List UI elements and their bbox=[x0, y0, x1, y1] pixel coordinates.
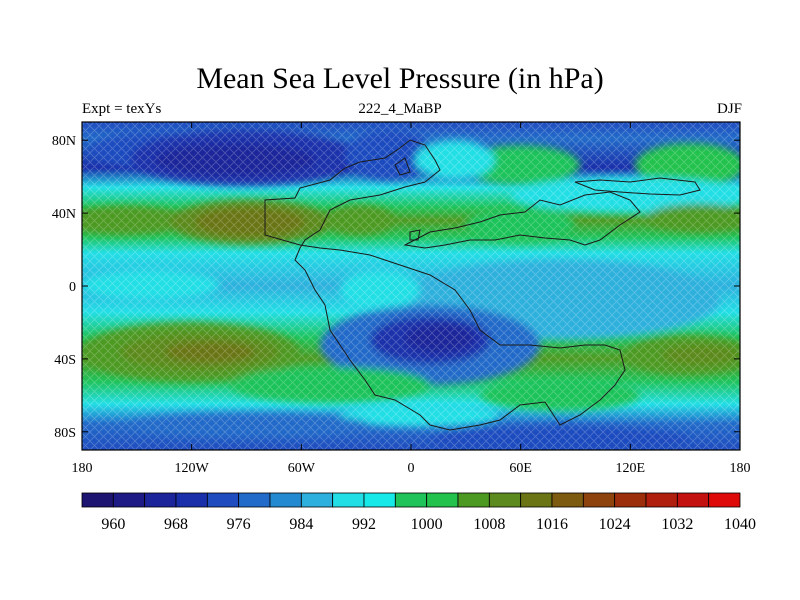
lon-tick-label: 120W bbox=[175, 461, 210, 476]
colorbar-swatch bbox=[112, 492, 146, 508]
colorbar-swatch bbox=[332, 492, 365, 508]
colorbar-swatch bbox=[238, 492, 271, 508]
colorbar-label: 968 bbox=[164, 516, 188, 533]
colorbar-label: 1032 bbox=[661, 516, 693, 533]
colorbar-swatch bbox=[551, 492, 584, 508]
lat-tick-label: 40N bbox=[52, 207, 76, 222]
latitude-axis: 80N 40N 0 40S 80S bbox=[52, 134, 740, 441]
colorbar-swatch bbox=[426, 492, 459, 508]
lon-tick-label: 180 bbox=[72, 461, 93, 476]
coastlines bbox=[264, 139, 701, 431]
colorbar-label: 976 bbox=[227, 516, 251, 533]
lon-tick-label: 120E bbox=[616, 461, 646, 476]
pressure-field bbox=[82, 122, 740, 450]
lat-tick-label: 40S bbox=[54, 353, 76, 368]
colorbar-swatch bbox=[144, 492, 177, 508]
plot-title: Mean Sea Level Pressure (in hPa) bbox=[196, 62, 604, 95]
lon-tick-label: 60E bbox=[509, 461, 532, 476]
colorbar-swatch bbox=[300, 492, 334, 508]
lat-tick-label: 0 bbox=[69, 280, 76, 295]
colorbar-swatch bbox=[269, 492, 302, 508]
colorbar-swatch bbox=[363, 492, 396, 508]
lat-tick-label: 80N bbox=[52, 134, 76, 149]
colorbar-label: 992 bbox=[352, 516, 376, 533]
colorbar-swatch bbox=[708, 492, 741, 508]
experiment-label: Expt = texYs bbox=[82, 101, 162, 117]
lon-tick-label: 0 bbox=[408, 461, 415, 476]
colorbar-swatch bbox=[175, 492, 208, 508]
lon-tick-label: 180 bbox=[730, 461, 751, 476]
colorbar-swatch bbox=[394, 492, 428, 508]
season-label: DJF bbox=[716, 101, 742, 117]
lat-tick-label: 80S bbox=[54, 426, 76, 441]
longitude-axis: 180 120W 60W 0 60E 120E 180 bbox=[72, 122, 751, 476]
colorbar-label: 960 bbox=[101, 516, 125, 533]
colorbar-swatch bbox=[582, 492, 616, 508]
lon-tick-label: 60W bbox=[288, 461, 316, 476]
colorbar-swatch bbox=[520, 492, 553, 508]
colorbar-swatch bbox=[676, 492, 710, 508]
colorbar: 960 968 976 984 992 1000 1008 1016 1024 1032 1040 bbox=[81, 492, 756, 533]
colorbar-swatch bbox=[488, 492, 522, 508]
colorbar-swatch bbox=[614, 492, 647, 508]
colorbar-label: 1016 bbox=[536, 516, 568, 533]
colorbar-label: 1000 bbox=[411, 516, 443, 533]
colorbar-label: 1040 bbox=[724, 516, 756, 533]
colorbar-label: 1008 bbox=[473, 516, 505, 533]
colorbar-swatch bbox=[81, 492, 114, 508]
period-label: 222_4_MaBP bbox=[358, 101, 442, 117]
colorbar-swatch bbox=[645, 492, 678, 508]
colorbar-label: 984 bbox=[289, 516, 313, 533]
colorbar-swatch bbox=[457, 492, 490, 508]
colorbar-swatch bbox=[206, 492, 240, 508]
colorbar-label: 1024 bbox=[599, 516, 631, 533]
